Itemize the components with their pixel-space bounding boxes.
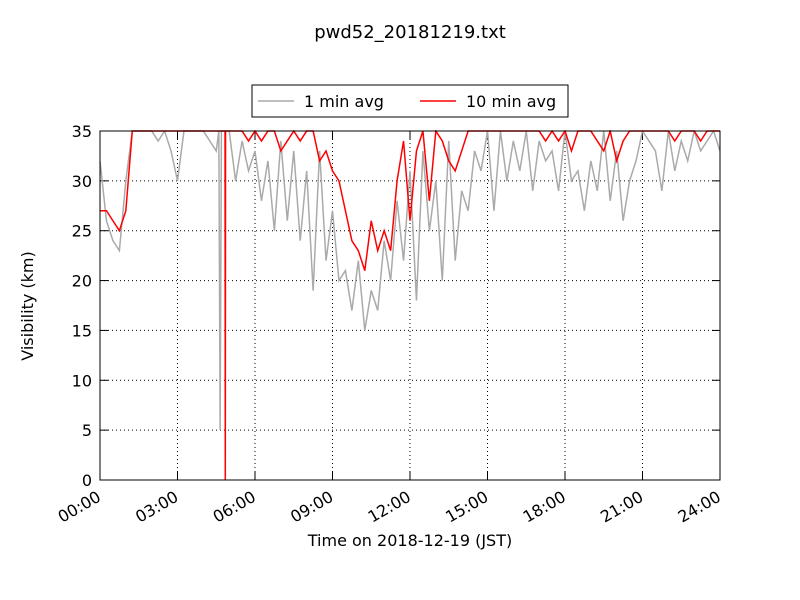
y-tick-label: 5 [82,421,92,440]
y-tick-label: 30 [72,172,92,191]
y-tick-label: 0 [82,471,92,490]
plot-frame [99,130,721,481]
y-tick-label: 25 [72,222,92,241]
y-tick-label: 10 [72,371,92,390]
x-axis-label: Time on 2018-12-19 (JST) [307,531,512,550]
y-tick-label: 20 [72,272,92,291]
y-tick-label: 15 [72,321,92,340]
y-tick-label: 35 [72,122,92,141]
series-line [100,130,720,431]
legend-label: 10 min avg [466,92,556,111]
y-axis-label: Visibility (km) [18,251,37,360]
legend-label: 1 min avg [304,92,384,111]
legend-box [251,84,569,118]
chart-title: pwd52_20181219.txt [314,22,506,43]
